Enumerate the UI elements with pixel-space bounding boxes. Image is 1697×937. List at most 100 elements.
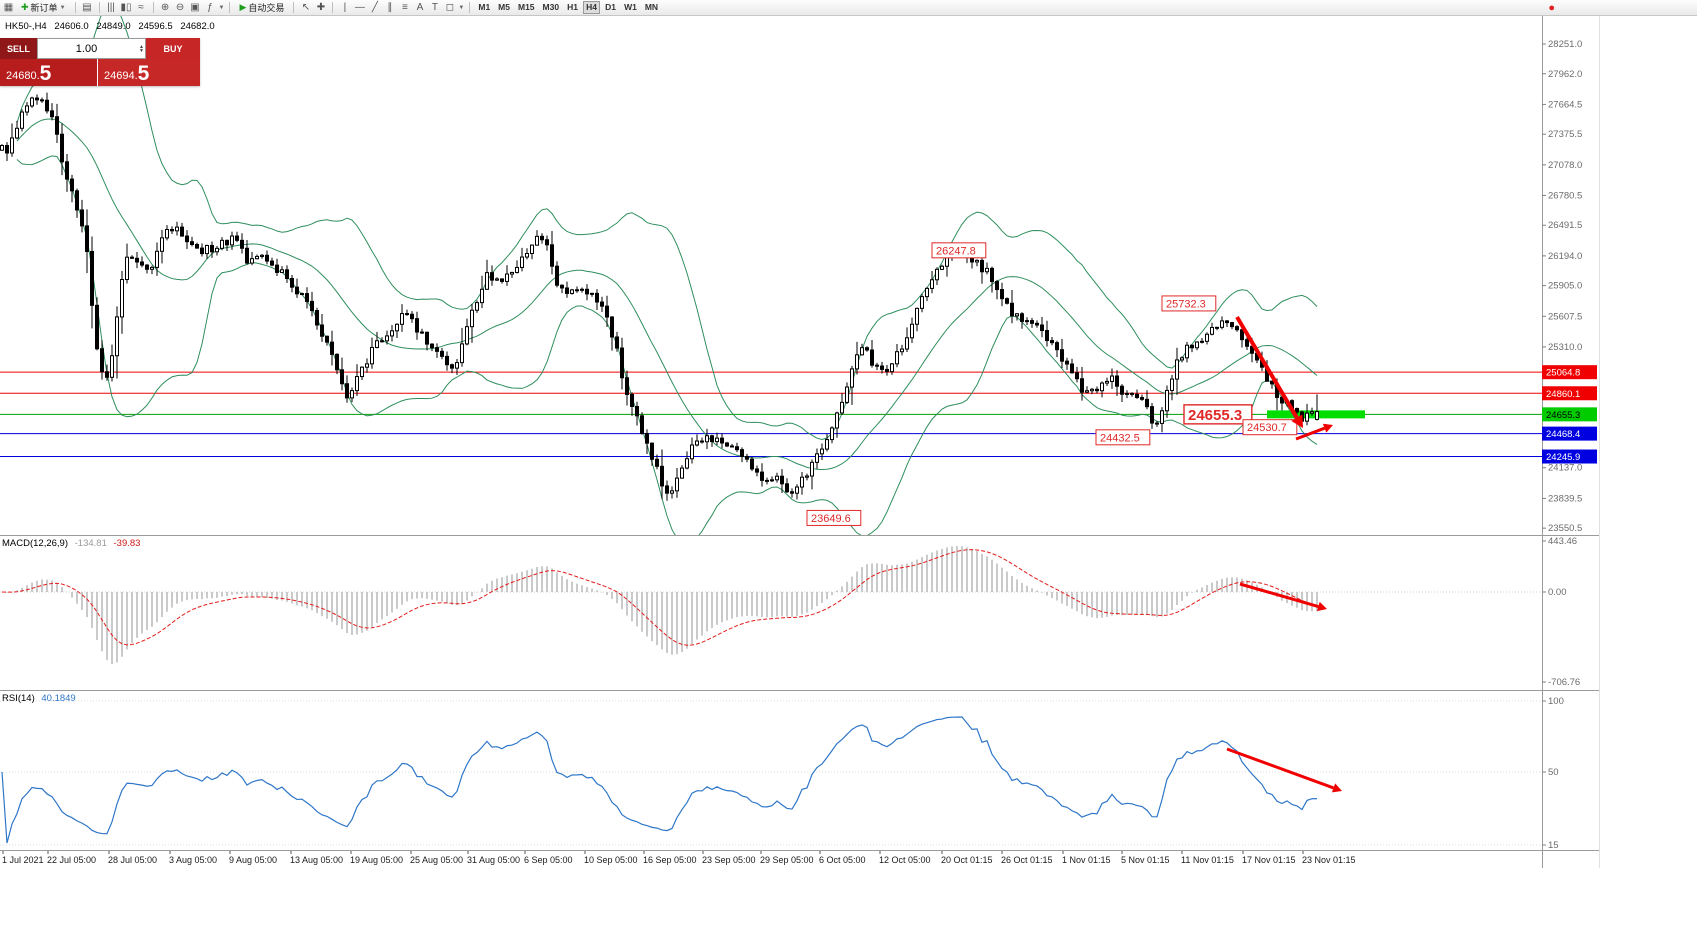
svg-text:24137.0: 24137.0 — [1548, 463, 1582, 474]
timeframe-m5[interactable]: M5 — [495, 1, 513, 14]
fibonacci-icon[interactable]: ≡ — [401, 1, 408, 13]
svg-text:1 Jul 2021: 1 Jul 2021 — [2, 855, 44, 865]
shapes-icon[interactable]: ◻ — [445, 1, 455, 13]
svg-text:27078.0: 27078.0 — [1548, 160, 1582, 171]
spinner-up-icon[interactable]: ▲ — [139, 43, 144, 50]
record-icon[interactable]: ● — [1548, 1, 1555, 14]
svg-text:26780.5: 26780.5 — [1548, 190, 1582, 201]
svg-text:11 Nov 01:15: 11 Nov 01:15 — [1181, 855, 1234, 865]
buy-button[interactable]: BUY — [146, 38, 200, 59]
timeframe-m30[interactable]: M30 — [540, 1, 563, 14]
timeframe-w1[interactable]: W1 — [621, 1, 640, 14]
svg-text:28251.0: 28251.0 — [1548, 39, 1582, 50]
symbol-period: HK50-,H4 — [5, 21, 47, 32]
label-icon[interactable]: T — [431, 1, 438, 13]
svg-text:13 Aug 05:00: 13 Aug 05:00 — [290, 855, 343, 865]
svg-text:10 Sep 05:00: 10 Sep 05:00 — [584, 855, 638, 865]
svg-text:26247.8: 26247.8 — [936, 245, 976, 257]
chart-line-icon[interactable]: ≈ — [138, 1, 144, 13]
svg-text:15: 15 — [1548, 840, 1559, 851]
timeframe-h1[interactable]: H1 — [564, 1, 581, 14]
svg-text:19 Aug 05:00: 19 Aug 05:00 — [350, 855, 403, 865]
new-chart-icon[interactable]: ▦ — [3, 1, 14, 13]
price-axis: 28251.0 27962.0 27664.5 27375.5 27078.0 26780… — [1542, 39, 1582, 534]
volume-spinner[interactable]: ▲ ▼ — [139, 39, 144, 58]
cursor-icon[interactable]: ↖ — [301, 1, 311, 13]
chevron-down-icon[interactable]: ▼ — [458, 4, 465, 11]
chevron-down-icon: ▼ — [59, 4, 66, 11]
svg-text:25607.5: 25607.5 — [1548, 311, 1582, 322]
timeframe-m15[interactable]: M15 — [515, 1, 538, 14]
svg-text:31 Aug 05:00: 31 Aug 05:00 — [467, 855, 520, 865]
trendline-icon[interactable]: ╱ — [371, 1, 378, 13]
timeframe-d1[interactable]: D1 — [602, 1, 619, 14]
buy-price[interactable]: 24694. 5 — [98, 59, 200, 86]
svg-text:24655.3: 24655.3 — [1188, 407, 1242, 424]
svg-text:22 Jul 05:00: 22 Jul 05:00 — [47, 855, 96, 865]
autotrade-button[interactable]: ▶ 自动交易 — [235, 1, 288, 15]
svg-text:100: 100 — [1548, 696, 1564, 707]
spinner-down-icon[interactable]: ▼ — [139, 47, 144, 54]
trend-arrows[interactable] — [1226, 315, 1342, 793]
svg-text:26491.5: 26491.5 — [1548, 220, 1582, 231]
svg-text:0.00: 0.00 — [1548, 587, 1567, 598]
rsi-value: 40.1849 — [41, 693, 76, 704]
panel-separators[interactable] — [0, 16, 1600, 868]
svg-text:26 Oct 01:15: 26 Oct 01:15 — [1001, 855, 1053, 865]
indicators-icon[interactable]: ƒ — [207, 1, 213, 13]
ohlc-high: 24849.0 — [96, 21, 131, 32]
svg-text:6 Sep 05:00: 6 Sep 05:00 — [524, 855, 573, 865]
svg-text:443.46: 443.46 — [1548, 536, 1577, 547]
svg-text:16 Sep 05:00: 16 Sep 05:00 — [643, 855, 697, 865]
autotrade-play-icon: ▶ — [239, 2, 247, 12]
chart-candles-icon[interactable]: ▮▯ — [120, 1, 132, 13]
svg-text:9 Aug 05:00: 9 Aug 05:00 — [229, 855, 277, 865]
new-order-button[interactable]: ✚ 新订单 ▼ — [17, 1, 70, 15]
sell-price[interactable]: 24680. 5 — [0, 59, 97, 86]
vertical-line-icon[interactable]: | — [343, 1, 347, 13]
ohlc-open: 24606.0 — [54, 21, 89, 32]
profiles-icon[interactable]: ▤ — [82, 1, 92, 13]
svg-text:-706.76: -706.76 — [1548, 677, 1580, 688]
timeframe-m1[interactable]: M1 — [475, 1, 493, 14]
main-toolbar: ▦ ✚ 新订单 ▼ ▤ ||| ▮▯ ≈ ⊕ ⊖ ▣ ƒ ▼ ▶ 自动交易 ↖ … — [0, 0, 1697, 16]
sell-button[interactable]: SELL — [0, 38, 37, 59]
chevron-down-icon[interactable]: ▼ — [218, 4, 225, 11]
zoom-in-icon[interactable]: ⊕ — [160, 1, 170, 13]
timeframe-h4[interactable]: H4 — [583, 1, 601, 14]
rsi-line — [1, 716, 1318, 844]
rsi-levels: 100 50 15 — [0, 696, 1564, 851]
svg-text:28 Jul 05:00: 28 Jul 05:00 — [108, 855, 157, 865]
svg-text:24245.9: 24245.9 — [1546, 452, 1580, 463]
svg-text:17 Nov 01:15: 17 Nov 01:15 — [1242, 855, 1296, 865]
toolbar-separator — [332, 2, 334, 13]
chart-bars-icon[interactable]: ||| — [107, 1, 115, 13]
macd-axis: 443.46 0.00 -706.76 — [1542, 536, 1580, 688]
volume-stepper[interactable]: ▲ ▼ — [37, 38, 146, 59]
horizontal-line-icon[interactable]: — — [354, 1, 365, 13]
tile-windows-icon[interactable]: ▣ — [190, 1, 200, 13]
new-order-icon: ✚ — [21, 2, 29, 12]
chart-ohlc-info: HK50-,H4 24606.0 24849.0 24596.5 24682.0 — [5, 21, 220, 32]
sell-price-big: 5 — [39, 62, 52, 85]
svg-text:1 Nov 01:15: 1 Nov 01:15 — [1062, 855, 1111, 865]
crosshair-icon[interactable]: ✚ — [316, 1, 326, 13]
toolbar-separator — [74, 2, 76, 13]
toolbar-separator — [229, 2, 231, 13]
channel-icon[interactable]: ∥ — [387, 1, 393, 13]
timeframe-mn[interactable]: MN — [642, 1, 661, 14]
svg-text:25732.3: 25732.3 — [1166, 298, 1206, 310]
macd-name: MACD(12,26,9) — [2, 538, 68, 549]
macd-histogram — [6, 546, 1318, 665]
candlestick-series — [0, 92, 1319, 501]
svg-text:27664.5: 27664.5 — [1548, 99, 1582, 110]
volume-input[interactable] — [38, 39, 145, 58]
svg-text:6 Oct 05:00: 6 Oct 05:00 — [819, 855, 866, 865]
svg-text:20 Oct 01:15: 20 Oct 01:15 — [941, 855, 993, 865]
price-label-annotations[interactable]: 26247.8 25732.3 24655.3 24530.7 24432.5 23649… — [806, 242, 1298, 526]
text-icon[interactable]: A — [416, 1, 424, 13]
toolbar-separator — [152, 2, 154, 13]
zoom-out-icon[interactable]: ⊖ — [175, 1, 185, 13]
svg-text:26194.0: 26194.0 — [1548, 251, 1582, 262]
